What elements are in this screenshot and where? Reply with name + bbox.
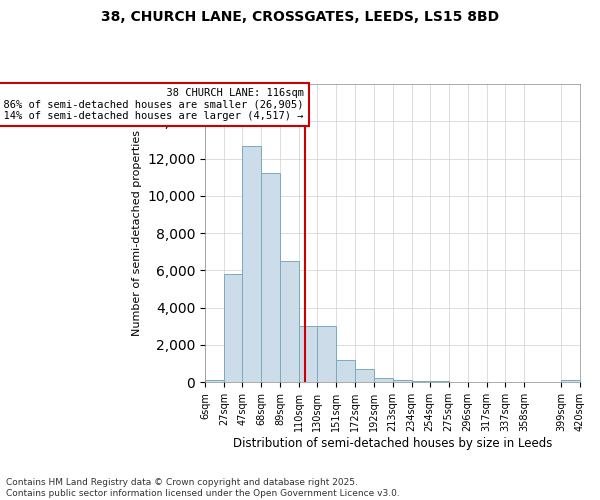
Bar [337, 360, 355, 382]
Bar [561, 380, 580, 382]
Bar [299, 326, 317, 382]
Bar [261, 174, 280, 382]
Text: 38, CHURCH LANE, CROSSGATES, LEEDS, LS15 8BD: 38, CHURCH LANE, CROSSGATES, LEEDS, LS15… [101, 10, 499, 24]
Text: 38 CHURCH LANE: 116sqm
← 86% of semi-detached houses are smaller (26,905)
  14% : 38 CHURCH LANE: 116sqm ← 86% of semi-det… [0, 88, 304, 121]
Bar [205, 380, 224, 382]
Bar [242, 146, 261, 382]
Y-axis label: Number of semi-detached properties: Number of semi-detached properties [131, 130, 142, 336]
Title: Size of property relative to semi-detached houses in Leeds: Size of property relative to semi-detach… [0, 499, 1, 500]
Bar [317, 326, 337, 382]
X-axis label: Distribution of semi-detached houses by size in Leeds: Distribution of semi-detached houses by … [233, 437, 552, 450]
Bar [374, 378, 392, 382]
Bar [280, 261, 299, 382]
Bar [355, 369, 374, 382]
Text: Contains HM Land Registry data © Crown copyright and database right 2025.
Contai: Contains HM Land Registry data © Crown c… [6, 478, 400, 498]
Bar [224, 274, 242, 382]
Bar [392, 380, 412, 382]
